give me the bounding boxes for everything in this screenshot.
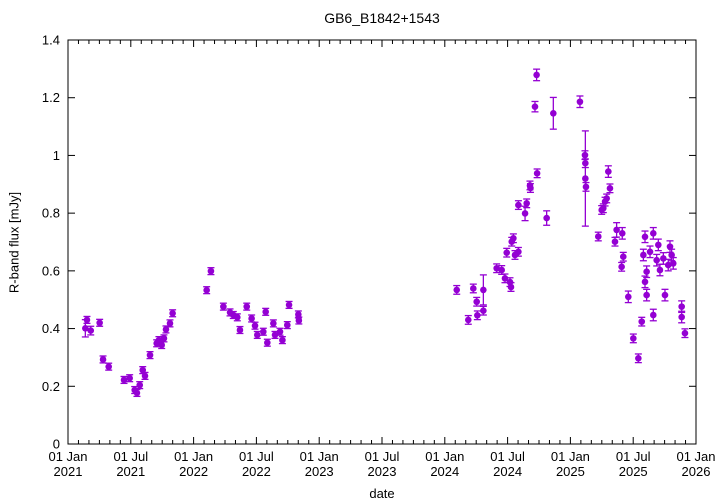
svg-text:2024: 2024 <box>430 464 459 479</box>
svg-text:01 Jan: 01 Jan <box>174 449 213 464</box>
svg-text:0: 0 <box>53 437 60 452</box>
svg-text:2023: 2023 <box>305 464 334 479</box>
svg-text:01 Jul: 01 Jul <box>239 449 274 464</box>
svg-text:0.8: 0.8 <box>42 206 60 221</box>
svg-text:01 Jul: 01 Jul <box>490 449 525 464</box>
svg-text:2025: 2025 <box>556 464 585 479</box>
svg-text:01 Jan: 01 Jan <box>425 449 464 464</box>
svg-text:0.6: 0.6 <box>42 263 60 278</box>
svg-text:2022: 2022 <box>242 464 271 479</box>
svg-text:2021: 2021 <box>116 464 145 479</box>
chart-title: GB6_B1842+1543 <box>324 10 440 26</box>
svg-text:2025: 2025 <box>619 464 648 479</box>
svg-text:01 Jan: 01 Jan <box>48 449 87 464</box>
svg-text:0.2: 0.2 <box>42 379 60 394</box>
svg-text:01 Jan: 01 Jan <box>676 449 715 464</box>
svg-text:01 Jan: 01 Jan <box>551 449 590 464</box>
svg-text:1.4: 1.4 <box>42 33 60 48</box>
svg-text:1: 1 <box>53 148 60 163</box>
svg-text:1.2: 1.2 <box>42 90 60 105</box>
svg-text:2022: 2022 <box>179 464 208 479</box>
x-axis-label: date <box>369 486 395 501</box>
svg-text:01 Jul: 01 Jul <box>616 449 651 464</box>
svg-text:01 Jan: 01 Jan <box>300 449 339 464</box>
svg-text:01 Jul: 01 Jul <box>365 449 400 464</box>
svg-text:2024: 2024 <box>493 464 522 479</box>
svg-text:2023: 2023 <box>368 464 397 479</box>
svg-text:2021: 2021 <box>54 464 83 479</box>
svg-text:0.4: 0.4 <box>42 321 60 336</box>
svg-text:01 Jul: 01 Jul <box>113 449 148 464</box>
svg-text:2026: 2026 <box>682 464 711 479</box>
